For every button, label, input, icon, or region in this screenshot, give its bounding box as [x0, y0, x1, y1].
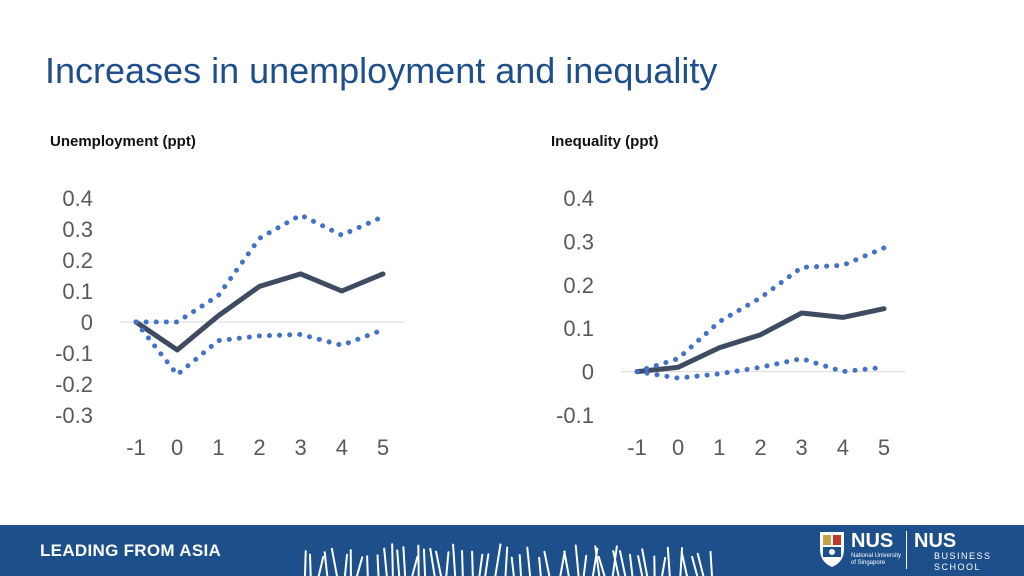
x-tick-label: 1: [212, 435, 224, 460]
y-tick-label: 0: [81, 310, 93, 335]
series-line-upper-bound: [133, 212, 386, 325]
grass-blade: [309, 553, 312, 576]
grass-blade: [366, 555, 369, 576]
grass-blade: [411, 555, 419, 576]
series-line-estimate: [634, 306, 887, 375]
nus-wordmark: NUS: [851, 530, 894, 552]
x-tick-label: 1: [713, 435, 725, 460]
x-tick-label: 2: [754, 435, 766, 460]
grass-blade: [422, 548, 427, 576]
grass-blade: [484, 553, 490, 576]
grass-blade: [641, 548, 649, 576]
x-tick-label: 4: [837, 435, 849, 460]
grass-blade: [396, 549, 401, 576]
y-tick-label: -0.1: [55, 341, 93, 366]
grass-blade: [661, 556, 667, 576]
x-tick-label: 0: [672, 435, 684, 460]
grass-blade: [429, 547, 436, 576]
grass-blade: [574, 544, 580, 576]
y-tick-label: 0.3: [563, 229, 594, 254]
grass-blade: [612, 550, 620, 576]
x-tick-label: 3: [796, 435, 808, 460]
grass-blade: [376, 554, 380, 576]
grass-blade: [355, 556, 364, 576]
grass-blade: [563, 550, 570, 576]
y-tick-label: 0: [582, 360, 594, 385]
x-tick-label: 5: [878, 435, 890, 460]
y-tick-label: -0.3: [55, 403, 93, 428]
grass-blade: [510, 556, 515, 576]
unemployment-chart-title: Unemployment (ppt): [50, 133, 196, 150]
series-line-lower-bound: [634, 356, 887, 381]
grass-blade: [666, 546, 671, 576]
nus-crest-icon: [820, 532, 844, 567]
grass-blade: [504, 546, 509, 576]
x-tick-label: 4: [336, 435, 348, 460]
y-tick-label: 0.4: [563, 186, 594, 211]
grass-blade: [680, 551, 688, 576]
business-school-line-2: SCHOOL: [934, 562, 982, 572]
grass-blade: [330, 547, 338, 576]
page-title: Increases in unemployment and inequality: [45, 50, 718, 91]
series-line-estimate: [133, 271, 386, 353]
grass-blade: [594, 545, 601, 576]
footer-bar: LEADING FROM ASIA NUS National Universit…: [0, 525, 1024, 576]
x-tick-label: -1: [627, 435, 647, 460]
y-tick-label: -0.1: [556, 403, 594, 428]
grass-blade: [435, 550, 442, 576]
grass-blade: [471, 550, 474, 576]
grass-blade: [383, 547, 388, 576]
x-tick-label: -1: [126, 435, 146, 460]
grass-blade: [619, 550, 627, 576]
y-tick-label: 0.2: [62, 248, 93, 273]
logo-divider: [906, 531, 907, 569]
grass-blade: [494, 543, 502, 576]
grass-blade: [391, 543, 394, 576]
grass-blade: [461, 550, 464, 576]
grass-blade: [304, 550, 307, 576]
grass-blade: [591, 547, 599, 576]
grass-blade: [538, 556, 542, 576]
grass-blade: [452, 543, 457, 576]
grass-blade: [597, 555, 606, 576]
grass-blade: [637, 555, 644, 576]
grass-blade: [696, 552, 705, 576]
grass-blade: [543, 550, 551, 576]
grass-blade: [628, 553, 634, 576]
nus-subtitle-line-2: of Singapore: [851, 560, 886, 566]
footer-tagline: LEADING FROM ASIA: [40, 541, 222, 560]
grass-blade: [343, 553, 349, 576]
grass-decoration-icon: [304, 543, 713, 576]
grass-blade: [518, 553, 522, 576]
series-line-upper-bound: [634, 245, 887, 375]
grass-blade: [402, 546, 407, 576]
grass-blade: [691, 555, 699, 576]
y-tick-label: 0.1: [563, 316, 594, 341]
x-tick-label: 3: [295, 435, 307, 460]
inequality-chart-title: Inequality (ppt): [551, 133, 659, 150]
y-tick-label: 0.3: [62, 217, 93, 242]
grass-blade: [709, 550, 713, 576]
y-tick-label: 0.1: [62, 279, 93, 304]
grass-blade: [317, 555, 325, 576]
business-school-line-1: BUSINESS: [934, 551, 992, 561]
grass-blade: [445, 551, 450, 576]
business-school-wordmark: NUS: [914, 530, 957, 552]
x-tick-label: 5: [377, 435, 389, 460]
grass-blade: [323, 551, 329, 576]
y-tick-label: 0.2: [563, 273, 594, 298]
series-line-lower-bound: [133, 319, 386, 378]
nus-subtitle-line-1: National University: [851, 553, 902, 559]
y-tick-label: 0.4: [62, 186, 93, 211]
x-tick-label: 2: [253, 435, 265, 460]
y-tick-label: -0.2: [55, 372, 93, 397]
grass-blade: [526, 546, 532, 576]
grass-blade: [679, 546, 684, 576]
grass-blade: [582, 554, 588, 576]
x-tick-label: 0: [171, 435, 183, 460]
grass-blade: [478, 553, 484, 576]
